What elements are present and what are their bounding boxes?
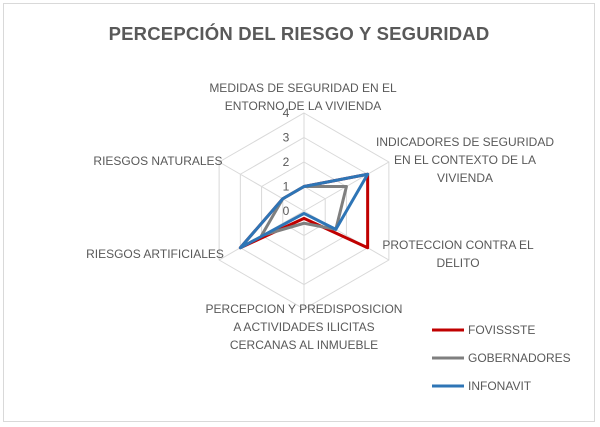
tick-label-2: 2 (283, 155, 290, 169)
tick-label-1: 1 (283, 180, 290, 194)
legend-label-infonavit: INFONAVIT (468, 379, 532, 393)
chart-title: PERCEPCIÓN DEL RIESGO Y SEGURIDAD (109, 23, 490, 44)
category-label-2: PROTECCION CONTRA EL DELITO (382, 238, 534, 270)
category-label-3: PERCEPCION Y PREDISPOSICION A ACTIVIDADES… (206, 302, 403, 352)
tick-label-4: 4 (283, 106, 290, 120)
grid-spoke-5 (218, 161, 305, 212)
tick-label-0: 0 (283, 204, 290, 218)
tick-label-3: 3 (283, 131, 290, 145)
category-label-1: INDICADORES DE SEGURIDAD EN EL CONTEXTO D… (376, 135, 554, 185)
chart-frame (3, 3, 595, 422)
series-infonavit-line (238, 172, 370, 250)
radar-grid (218, 112, 390, 310)
radial-ticks: 0 1 2 3 4 (283, 106, 290, 218)
category-label-5: RIESGOS NATURALES (93, 154, 222, 168)
radar-series (238, 172, 370, 250)
legend-label-gobernadores: GOBERNADORES (468, 351, 571, 365)
category-label-0: MEDIDAS DE SEGURIDAD EN EL ENTORNO DE LA … (209, 81, 397, 113)
category-label-4: RIESGOS ARTIFICIALES (86, 247, 224, 261)
legend-label-fovissste: FOVISSSTE (468, 323, 535, 337)
category-labels: MEDIDAS DE SEGURIDAD EN EL ENTORNO DE LA … (86, 81, 554, 352)
legend: FOVISSSTE GOBERNADORES INFONAVIT (432, 323, 571, 393)
